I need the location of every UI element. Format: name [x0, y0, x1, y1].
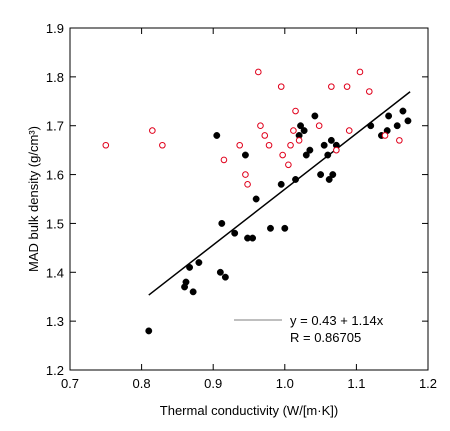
open-data-point	[242, 171, 249, 178]
filled-data-point	[399, 107, 407, 115]
filled-data-point	[385, 112, 393, 120]
y-tick-label: 1.6	[46, 168, 64, 183]
filled-data-point	[189, 288, 197, 296]
open-data-point	[295, 137, 303, 144]
y-tick-label: 1.8	[46, 70, 64, 85]
open-data-point	[292, 107, 299, 115]
x-tick-label: 0.8	[133, 376, 151, 391]
filled-data-point	[186, 263, 194, 271]
open-data-point	[356, 68, 364, 76]
y-axis-ticks: 1.2 1.3 1.4 1.5 1.6 1.7 1.8 1.9	[46, 21, 428, 378]
points-layer	[102, 68, 412, 335]
filled-data-point	[404, 117, 412, 125]
filled-data-point	[317, 171, 325, 179]
open-data-point	[236, 141, 243, 149]
filled-data-point	[297, 122, 305, 130]
x-tick-label: 0.7	[61, 376, 79, 391]
open-data-point	[257, 122, 264, 130]
x-axis-label: Thermal conductivity (W/[m·K])	[160, 403, 338, 418]
filled-data-point	[300, 127, 308, 135]
y-tick-label: 1.9	[46, 21, 64, 36]
open-data-point	[255, 68, 262, 76]
x-tick-label: 1.1	[347, 376, 365, 391]
y-tick-label: 1.5	[46, 216, 64, 231]
y-axis-label: MAD bulk density (g/cm³)	[26, 126, 41, 272]
filled-data-point	[281, 224, 289, 232]
filled-data-point	[216, 268, 224, 276]
open-data-point	[381, 132, 389, 139]
fit-layer	[148, 91, 411, 296]
filled-data-point	[241, 151, 249, 159]
filled-data-point	[327, 136, 335, 144]
fit-equation: y = 0.43 + 1.14x	[290, 313, 384, 328]
open-data-point	[159, 141, 166, 149]
filled-data-point	[393, 122, 401, 130]
open-data-point	[102, 141, 110, 149]
filled-data-point	[252, 195, 260, 203]
filled-data-point	[292, 176, 299, 183]
filled-data-point	[367, 122, 375, 130]
open-data-point	[345, 127, 353, 134]
filled-data-point	[145, 327, 153, 335]
x-tick-label: 1.0	[276, 376, 294, 391]
open-data-point	[244, 181, 251, 188]
y-tick-label: 1.4	[46, 265, 64, 280]
filled-data-point	[311, 112, 319, 120]
plot-frame	[69, 27, 429, 371]
filled-data-point	[329, 171, 337, 179]
filled-data-point	[218, 219, 226, 227]
open-data-point	[285, 161, 292, 169]
x-axis-ticks: 0.7 0.8 0.9 1.0 1.1 1.2	[61, 28, 437, 391]
open-data-point	[290, 127, 297, 134]
filled-data-point	[325, 176, 333, 183]
filled-data-point	[249, 234, 257, 242]
open-data-point	[343, 83, 351, 90]
filled-data-point	[267, 224, 274, 232]
open-data-point	[365, 88, 373, 95]
filled-data-point	[324, 151, 332, 159]
x-tick-label: 1.2	[419, 376, 437, 391]
open-data-point	[279, 151, 286, 159]
open-data-point	[261, 132, 269, 139]
open-data-point	[396, 137, 403, 144]
filled-data-point	[221, 273, 229, 281]
filled-data-point	[302, 151, 310, 159]
open-data-point	[149, 127, 156, 134]
y-tick-label: 1.2	[46, 363, 64, 378]
y-tick-label: 1.3	[46, 314, 64, 329]
open-data-point	[277, 83, 285, 90]
filled-data-point	[182, 278, 190, 286]
filled-data-point	[213, 132, 221, 139]
filled-data-point	[231, 229, 239, 237]
filled-data-point	[277, 180, 285, 188]
open-data-point	[265, 141, 273, 149]
filled-data-point	[195, 259, 203, 266]
filled-data-point	[306, 146, 314, 154]
open-data-point	[220, 156, 228, 164]
open-data-point	[328, 83, 335, 90]
open-data-point	[287, 141, 294, 149]
filled-data-point	[320, 141, 328, 149]
open-data-point	[333, 146, 340, 154]
regression-line	[148, 91, 411, 296]
open-data-point	[315, 122, 323, 130]
x-tick-label: 0.9	[204, 376, 222, 391]
y-tick-label: 1.7	[46, 119, 64, 134]
r-value: R = 0.86705	[290, 330, 361, 345]
